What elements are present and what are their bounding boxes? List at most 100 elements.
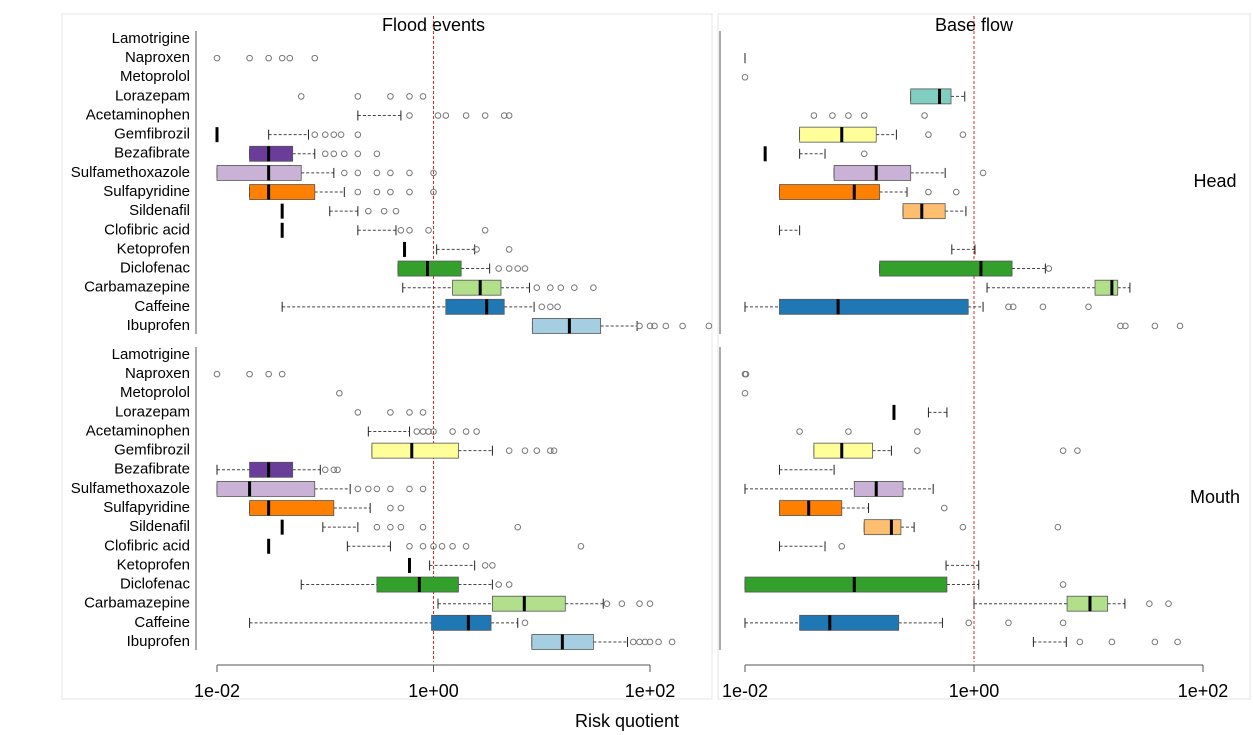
outlier bbox=[397, 227, 405, 234]
outlier bbox=[557, 284, 565, 291]
outlier bbox=[341, 150, 348, 158]
outlier bbox=[430, 428, 437, 435]
outlier bbox=[354, 169, 362, 177]
outlier bbox=[373, 150, 381, 158]
category-label: Bezafibrate bbox=[114, 145, 190, 162]
outlier bbox=[489, 562, 496, 569]
outlier bbox=[387, 188, 394, 196]
outlier bbox=[1146, 600, 1153, 607]
outlier bbox=[425, 227, 432, 234]
outlier bbox=[810, 112, 818, 119]
box bbox=[779, 298, 969, 315]
box bbox=[249, 461, 294, 478]
category-label: Metoprolol bbox=[120, 68, 190, 85]
outlier bbox=[495, 265, 502, 272]
outlier bbox=[449, 428, 456, 435]
outlier bbox=[1174, 638, 1181, 646]
outlier bbox=[392, 207, 400, 215]
outlier bbox=[679, 322, 686, 330]
outlier bbox=[430, 543, 437, 550]
category-label: Acetaminophen bbox=[86, 422, 190, 439]
box bbox=[779, 500, 843, 516]
outlier bbox=[213, 54, 221, 62]
outlier bbox=[925, 131, 932, 138]
box bbox=[397, 260, 462, 277]
outlier bbox=[419, 523, 427, 531]
outlier bbox=[286, 54, 294, 62]
outlier bbox=[742, 370, 750, 378]
outlier bbox=[406, 188, 413, 196]
box bbox=[853, 481, 904, 497]
outlier bbox=[662, 322, 670, 330]
box bbox=[445, 298, 505, 315]
outlier bbox=[1009, 303, 1017, 311]
outlier bbox=[646, 600, 654, 607]
outlier bbox=[550, 447, 558, 454]
box bbox=[863, 519, 902, 536]
outlier bbox=[952, 188, 960, 196]
category-label: Sulfapyridine bbox=[103, 499, 190, 516]
outlier bbox=[577, 543, 585, 550]
column-title: Base flow bbox=[935, 15, 1014, 35]
outlier bbox=[246, 54, 253, 62]
outlier bbox=[547, 447, 554, 454]
outlier bbox=[373, 523, 381, 531]
category-label: Sulfapyridine bbox=[103, 183, 190, 200]
outlier bbox=[406, 485, 413, 493]
outlier bbox=[365, 485, 372, 493]
outlier bbox=[246, 370, 253, 378]
outlier bbox=[406, 409, 413, 416]
category-label: Carbamazepine bbox=[84, 595, 190, 612]
outlier bbox=[845, 428, 852, 435]
outlier bbox=[442, 112, 450, 119]
outlier bbox=[1005, 303, 1012, 311]
outlier bbox=[462, 428, 470, 435]
outlier bbox=[387, 504, 394, 512]
outlier bbox=[646, 638, 654, 646]
outlier bbox=[914, 428, 921, 435]
x-tick-label: 1e+02 bbox=[1178, 681, 1229, 701]
outlier bbox=[380, 207, 388, 215]
outlier bbox=[741, 389, 749, 397]
outlier bbox=[419, 409, 427, 416]
category-label: Lorazepam bbox=[115, 403, 190, 420]
outlier bbox=[311, 54, 319, 62]
category-label: Diclofenac bbox=[120, 576, 191, 593]
outlier bbox=[1059, 447, 1067, 454]
outlier bbox=[1151, 638, 1159, 646]
box bbox=[431, 614, 492, 631]
outlier bbox=[336, 389, 343, 397]
outlier bbox=[1076, 638, 1084, 646]
outlier bbox=[521, 265, 529, 272]
outlier bbox=[473, 428, 480, 435]
x-tick-label: 1e+00 bbox=[408, 681, 459, 701]
outlier bbox=[406, 543, 413, 550]
panel-frame bbox=[717, 13, 1251, 700]
outlier bbox=[505, 265, 513, 272]
outlier bbox=[1054, 523, 1062, 531]
x-tick-label: 1e-02 bbox=[194, 681, 240, 701]
outlier bbox=[337, 131, 345, 138]
outlier bbox=[365, 207, 372, 215]
outlier bbox=[533, 284, 541, 291]
category-label: Carbamazepine bbox=[84, 279, 190, 296]
outlier bbox=[438, 543, 446, 550]
outlier bbox=[311, 131, 319, 138]
outlier bbox=[1122, 322, 1129, 330]
outlier bbox=[845, 112, 852, 119]
box bbox=[249, 500, 335, 516]
outlier bbox=[387, 93, 394, 100]
category-label: Naproxen bbox=[125, 365, 190, 382]
outlier bbox=[373, 188, 381, 196]
outlier bbox=[1074, 447, 1081, 454]
outlier bbox=[796, 428, 803, 435]
outlier bbox=[481, 562, 489, 569]
category-label: Sulfamethoxazole bbox=[71, 164, 190, 181]
outlier bbox=[547, 303, 554, 311]
outlier bbox=[636, 638, 643, 646]
outlier bbox=[462, 543, 470, 550]
outlier bbox=[641, 638, 649, 646]
x-tick-label: 1e+02 bbox=[625, 681, 676, 701]
outlier bbox=[505, 112, 513, 119]
